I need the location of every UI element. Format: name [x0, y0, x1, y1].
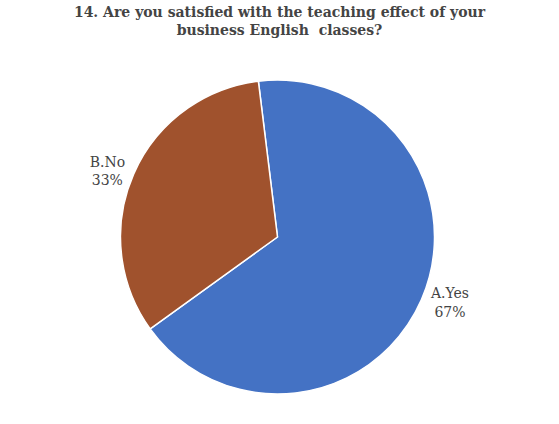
svg-text:A.Yes67%: A.Yes67%	[430, 285, 469, 319]
svg-text:B.No33%: B.No33%	[90, 154, 125, 188]
svg-text:14. Are you satisfied with the: 14. Are you satisfied with the teaching …	[74, 4, 486, 38]
